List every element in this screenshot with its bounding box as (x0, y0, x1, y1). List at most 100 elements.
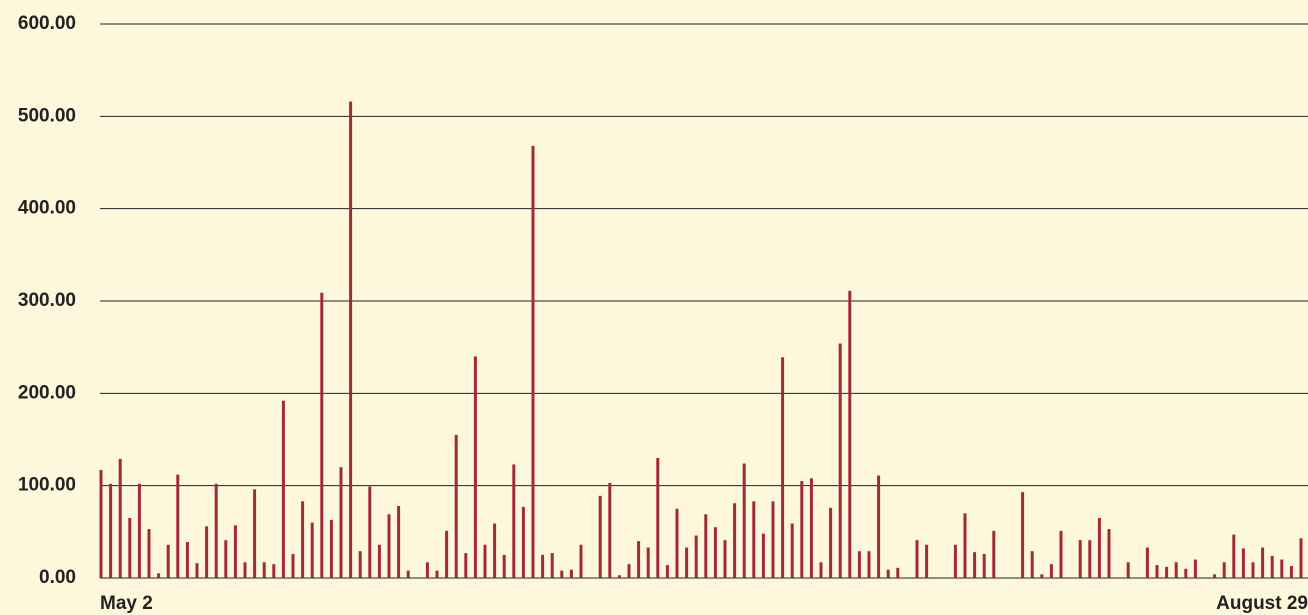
bar (281, 400, 285, 578)
bar (733, 503, 737, 578)
bar (425, 562, 429, 578)
bar (483, 544, 487, 578)
bar (377, 544, 381, 578)
bar (742, 463, 746, 578)
bar (608, 482, 612, 578)
bar (973, 552, 977, 578)
bar (214, 483, 218, 578)
bar (387, 514, 391, 578)
y-tick-label: 600.00 (18, 13, 76, 34)
bar (781, 357, 785, 578)
bar (541, 554, 545, 578)
bar (694, 535, 698, 578)
bar (809, 478, 813, 578)
bar (473, 356, 477, 578)
bar (1222, 562, 1226, 578)
bar (128, 517, 132, 578)
y-tick-label: 300.00 (18, 290, 76, 311)
x-tick-label: August 29 (1216, 593, 1308, 614)
bar (243, 562, 247, 578)
bar (1165, 566, 1169, 578)
bar (1078, 540, 1082, 578)
bar (838, 343, 842, 578)
bar (454, 434, 458, 578)
bar (205, 526, 209, 578)
bar (685, 547, 689, 578)
bar (109, 483, 113, 578)
bar (1241, 548, 1245, 578)
x-tick-label: May 2 (100, 593, 153, 614)
bar (886, 569, 890, 578)
bar (493, 523, 497, 578)
bar (464, 553, 468, 578)
bar (1251, 562, 1255, 578)
bar (800, 481, 804, 578)
bar (550, 553, 554, 578)
bar (848, 290, 852, 578)
bar (1030, 551, 1034, 578)
bar (176, 474, 180, 578)
bar (829, 507, 833, 578)
bar (445, 530, 449, 578)
bar (185, 541, 189, 578)
bar (1097, 517, 1101, 578)
bar (358, 551, 362, 578)
bar (771, 501, 775, 578)
bar (627, 564, 631, 578)
bar (262, 562, 266, 578)
bar (637, 541, 641, 578)
bar (1213, 574, 1217, 578)
bar (713, 527, 717, 578)
bar (915, 540, 919, 578)
bar (675, 508, 679, 578)
bar (1184, 568, 1188, 578)
bar (339, 467, 343, 578)
bar (1126, 562, 1130, 578)
bar (752, 501, 756, 578)
bar (598, 495, 602, 578)
bar (147, 529, 151, 578)
bar (896, 567, 900, 578)
bar (1280, 559, 1284, 578)
bar (925, 544, 929, 578)
bar (253, 489, 257, 578)
bar (368, 486, 372, 578)
y-tick-label: 400.00 (18, 198, 76, 219)
bar (99, 469, 103, 578)
bar (272, 564, 276, 578)
bar (1049, 564, 1053, 578)
bar (646, 547, 650, 578)
bar (953, 544, 957, 578)
bar (233, 525, 237, 578)
bar (877, 475, 881, 578)
bar (761, 533, 765, 578)
bar (166, 544, 170, 578)
bar (310, 522, 314, 578)
bar (195, 563, 199, 578)
bar (521, 506, 525, 578)
bar (579, 544, 583, 578)
bar (1289, 565, 1293, 578)
bar (704, 514, 708, 578)
bar (1040, 574, 1044, 578)
bar (1174, 562, 1178, 578)
bar (329, 519, 333, 578)
y-tick-label: 100.00 (18, 475, 76, 496)
bar (963, 513, 967, 578)
bar (1261, 547, 1265, 578)
bar (531, 145, 535, 578)
bar (291, 553, 295, 578)
bar (723, 540, 727, 578)
bar (320, 292, 324, 578)
bar (435, 570, 439, 578)
bar (1145, 547, 1149, 578)
bar (992, 530, 996, 578)
bar (867, 551, 871, 578)
bar (560, 570, 564, 578)
bar (1107, 529, 1111, 578)
bar (819, 562, 823, 578)
bar (157, 573, 161, 578)
y-tick-label: 0.00 (39, 567, 76, 588)
